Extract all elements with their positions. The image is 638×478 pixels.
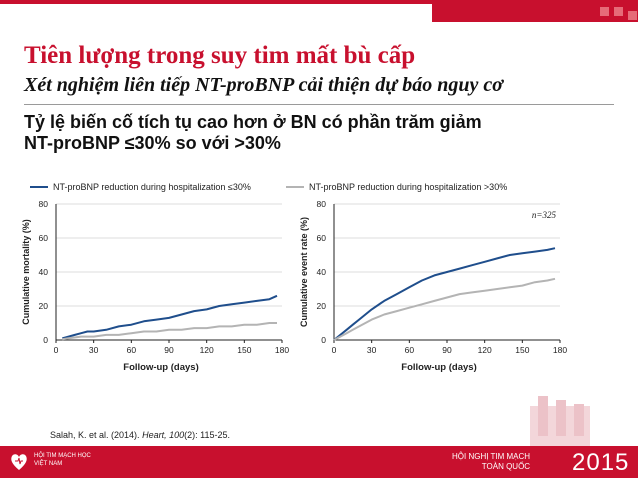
x-tick-label: 60	[405, 345, 415, 355]
legend-label-gt30: NT-proBNP reduction during hospitalizati…	[309, 182, 508, 192]
sample-size-annotation: n=325	[532, 210, 557, 220]
y-tick-label: 0	[321, 335, 326, 345]
heart-logo-icon	[11, 454, 27, 470]
y-tick-label: 40	[39, 267, 49, 277]
legend-swatch-gt30	[286, 186, 304, 188]
conference-watermark	[530, 396, 590, 446]
x-tick-label: 30	[367, 345, 377, 355]
x-tick-label: 90	[164, 345, 174, 355]
x-tick-label: 180	[275, 345, 289, 355]
x-tick-label: 150	[237, 345, 251, 355]
chart-1-gridlines	[334, 203, 560, 307]
x-axis-label: Follow-up (days)	[401, 362, 476, 373]
y-tick-label: 40	[317, 267, 327, 277]
x-tick-label: 120	[200, 345, 214, 355]
legend-left: NT-proBNP reduction during hospitalizati…	[30, 180, 251, 194]
y-axis-label: Cumulative mortality (%)	[21, 219, 31, 325]
x-tick-label: 150	[515, 345, 529, 355]
citation: Salah, K. et al. (2014). Heart, 100(2): …	[50, 430, 230, 440]
x-tick-label: 120	[478, 345, 492, 355]
y-tick-label: 20	[317, 301, 327, 311]
title-divider	[24, 104, 614, 105]
bullet-line-2: NT-proBNP ≤30% so với >30%	[24, 133, 281, 153]
legend-label-le30: NT-proBNP reduction during hospitalizati…	[53, 182, 251, 192]
footer-bar	[0, 446, 638, 478]
y-tick-label: 60	[39, 233, 49, 243]
mortality-chart: 0 20 40 60 80 0 30 60 90 120 150 180 Follow-up (days…	[21, 199, 289, 373]
conference-name: HỘI NGHỊ TIM MẠCH TOÀN QUỐC	[452, 452, 530, 472]
x-tick-label: 60	[127, 345, 137, 355]
x-axis-label: Follow-up (days)	[123, 362, 198, 373]
org-name: HỘI TIM MẠCH HỌC VIỆT NAM	[34, 452, 91, 468]
legend-swatch-le30	[30, 186, 48, 188]
slide-subtitle: Xét nghiệm liên tiếp NT-proBNP cải thiện…	[24, 74, 504, 96]
y-tick-label: 20	[39, 301, 49, 311]
series-line-0	[333, 247, 556, 341]
chart-0-gridlines	[56, 203, 282, 307]
org-line-2: VIỆT NAM	[34, 461, 63, 467]
org-line-1: HỘI TIM MẠCH HỌC	[34, 453, 91, 459]
bullet-text: Tỷ lệ biến cố tích tụ cao hơn ở BN có ph…	[24, 112, 624, 154]
y-tick-label: 0	[43, 335, 48, 345]
bullet-line-1: Tỷ lệ biến cố tích tụ cao hơn ở BN có ph…	[24, 112, 482, 132]
y-axis-label: Cumulative event rate (%)	[299, 217, 309, 327]
x-tick-label: 90	[442, 345, 452, 355]
slide-title: Tiên lượng trong suy tim mất bù cấp	[24, 42, 416, 69]
x-tick-label: 30	[89, 345, 99, 355]
y-tick-label: 60	[317, 233, 327, 243]
y-tick-label: 80	[39, 199, 49, 209]
citation-authors: Salah, K. et al. (2014).	[50, 430, 140, 440]
legend-right: NT-proBNP reduction during hospitalizati…	[286, 180, 507, 194]
conf-line-2: TOÀN QUỐC	[481, 462, 531, 471]
series-line-0	[62, 294, 278, 340]
conf-line-1: HỘI NGHỊ TIM MẠCH	[452, 452, 531, 461]
citation-issue: (2): 115-25.	[184, 430, 230, 440]
conference-year: 2015	[572, 449, 630, 476]
series-line-1	[333, 277, 556, 341]
event-rate-chart: 0 20 40 60 80 0 30 60 90 120 150 180 Follow-up (days…	[299, 199, 567, 373]
x-tick-label: 0	[332, 345, 337, 355]
x-tick-label: 0	[54, 345, 59, 355]
x-tick-label: 180	[553, 345, 567, 355]
series-line-1	[62, 322, 277, 341]
y-tick-label: 80	[317, 199, 327, 209]
top-accent-bar	[0, 0, 638, 4]
corner-pattern	[432, 4, 638, 22]
citation-journal: Heart, 100	[142, 430, 185, 440]
